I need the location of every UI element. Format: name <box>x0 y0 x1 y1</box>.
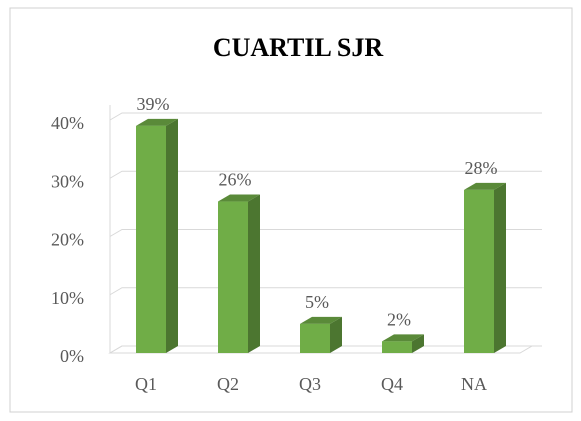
bar-top <box>136 118 178 126</box>
bar-top <box>218 194 260 202</box>
bar-side <box>166 118 178 353</box>
bar <box>300 323 330 353</box>
y-tick-label: 30% <box>51 171 84 191</box>
bar-top <box>300 316 342 324</box>
bar-side <box>494 182 506 353</box>
data-label: 28% <box>465 158 498 178</box>
bar <box>136 125 166 353</box>
x-tick-label: Q3 <box>299 374 321 394</box>
x-tick-label: Q2 <box>217 374 239 394</box>
data-label: 39% <box>137 94 170 114</box>
bar <box>218 201 248 353</box>
bar-side <box>330 316 342 353</box>
data-label: 2% <box>387 309 411 329</box>
bar-top <box>464 182 506 190</box>
bar-side <box>412 334 424 353</box>
grid-line <box>109 287 542 296</box>
y-tick-label: 0% <box>60 346 84 366</box>
bar-top <box>382 334 424 342</box>
data-label: 26% <box>219 170 252 190</box>
bar-side <box>248 194 260 353</box>
grid-line <box>109 229 542 237</box>
chart-title: CUARTIL SJR <box>213 33 384 62</box>
data-label: 5% <box>305 292 329 312</box>
x-tick-label: NA <box>461 374 487 394</box>
x-tick-label: Q1 <box>135 374 157 394</box>
bar <box>382 341 412 353</box>
y-tick-label: 40% <box>51 113 84 133</box>
grid-line <box>109 170 542 179</box>
x-tick-label: Q4 <box>381 374 403 394</box>
y-tick-label: 10% <box>51 288 84 308</box>
grid-line <box>109 112 542 121</box>
bar <box>464 189 494 353</box>
y-tick-label: 20% <box>51 230 84 250</box>
